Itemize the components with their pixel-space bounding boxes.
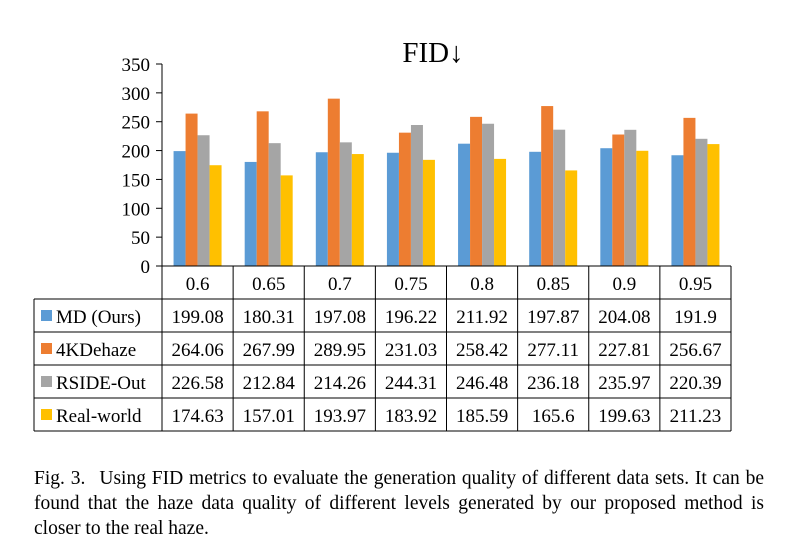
bar-4kdehaze-0.6 (185, 113, 198, 266)
table-cell-value: 185.59 (456, 406, 508, 427)
y-tick-label: 50 (131, 228, 150, 249)
y-tick-label: 350 (122, 55, 151, 76)
table-cell-value: 246.48 (456, 373, 508, 394)
bar-md-ours-0.7 (315, 152, 328, 266)
table-cell-value: 193.97 (314, 406, 366, 427)
y-tick-label: 100 (122, 199, 151, 220)
bar-4kdehaze-0.75 (398, 132, 411, 266)
bar-real-world-0.65 (280, 175, 293, 266)
table-cell-value: 196.22 (385, 307, 437, 328)
bar-real-world-0.7 (351, 154, 364, 266)
bar-md-ours-0.8 (458, 143, 471, 266)
y-tick-label: 200 (122, 142, 151, 163)
table-cell-value: 235.97 (598, 373, 650, 394)
fid-bar-chart: FID↓ 0 50 100 150 200 250 300 350 0.6 0.65 0.7 0.7… (33, 37, 732, 432)
table-cell-value: 199.63 (598, 406, 650, 427)
bar-real-world-0.9 (636, 150, 649, 266)
legend-swatch (41, 343, 52, 354)
figure-caption: Fig. 3. Using FID metrics to evaluate the… (34, 466, 764, 541)
y-tick-label: 250 (122, 113, 151, 134)
bar-4kdehaze-0.8 (470, 116, 483, 267)
x-category-label: 0.9 (612, 274, 636, 295)
bar-rside-out-0.9 (624, 129, 637, 266)
table-cell-value: 214.26 (314, 373, 366, 394)
bar-4kdehaze-0.7 (327, 98, 340, 266)
x-category-label: 0.65 (252, 274, 285, 295)
bar-md-ours-0.9 (600, 148, 613, 266)
bar-rside-out-0.75 (410, 124, 423, 266)
legend-label: 4KDehaze (56, 340, 136, 361)
table-cell-value: 197.08 (314, 307, 366, 328)
table-cell-value: 289.95 (314, 340, 366, 361)
x-category-label: 0.95 (679, 274, 712, 295)
table-cell-value: 258.42 (456, 340, 508, 361)
bar-md-ours-0.85 (529, 151, 542, 266)
x-category-label: 0.7 (328, 274, 352, 295)
table-cell-value: 183.92 (385, 406, 437, 427)
table-cell-value: 231.03 (385, 340, 437, 361)
legend-swatch (41, 409, 52, 420)
table-cell-value: 236.18 (527, 373, 579, 394)
bar-real-world-0.75 (422, 159, 435, 266)
table-cell-value: 211.92 (456, 307, 508, 328)
y-tick-label: 0 (141, 257, 151, 278)
bar-real-world-0.8 (494, 158, 507, 266)
table-cell-value: 204.08 (598, 307, 650, 328)
y-tick-label: 300 (122, 84, 151, 105)
legend-swatch (41, 310, 52, 321)
table-cell-value: 199.08 (171, 307, 223, 328)
table-cell-value: 174.63 (171, 406, 223, 427)
bar-real-world-0.95 (707, 144, 720, 266)
bar-md-ours-0.6 (173, 151, 186, 266)
legend-label: RSIDE-Out (56, 373, 146, 394)
table-cell-value: 211.23 (670, 406, 722, 427)
bar-rside-out-0.95 (695, 138, 708, 266)
table-cell-value: 227.81 (598, 340, 650, 361)
bar-4kdehaze-0.85 (541, 106, 554, 267)
table-cell-value: 226.58 (171, 373, 223, 394)
table-cell-value: 157.01 (243, 406, 295, 427)
x-category-label: 0.75 (394, 274, 427, 295)
figure-label: Fig. 3. (34, 468, 86, 489)
bar-rside-out-0.7 (339, 142, 352, 266)
table-cell-value: 212.84 (243, 373, 296, 394)
legend-label: MD (Ours) (56, 307, 141, 328)
caption-text: Using FID metrics to evaluate the genera… (34, 468, 764, 539)
y-axis: 0 50 100 150 200 250 300 350 (122, 55, 163, 278)
bar-real-world-0.85 (565, 170, 578, 266)
bar-4kdehaze-0.9 (612, 134, 625, 266)
table-cell-value: 220.39 (669, 373, 721, 394)
bars (173, 98, 720, 267)
legend-label: Real-world (56, 406, 142, 427)
bar-rside-out-0.8 (482, 123, 495, 267)
bar-md-ours-0.75 (386, 152, 399, 266)
y-tick-label: 150 (122, 170, 151, 191)
bar-4kdehaze-0.95 (683, 117, 696, 266)
bar-4kdehaze-0.65 (256, 111, 269, 266)
table-cell-value: 264.06 (171, 340, 223, 361)
table-cell-value: 244.31 (385, 373, 437, 394)
chart-title: FID↓ (402, 37, 463, 69)
bar-md-ours-0.65 (244, 161, 257, 266)
x-category-label: 0.6 (186, 274, 210, 295)
table-cell-value: 267.99 (243, 340, 295, 361)
legend-swatch (41, 376, 52, 387)
bar-rside-out-0.65 (268, 143, 281, 266)
table-cell-value: 277.11 (527, 340, 579, 361)
x-category-label: 0.85 (537, 274, 570, 295)
bar-rside-out-0.6 (197, 135, 210, 266)
table-cell-value: 165.6 (532, 406, 575, 427)
table-cell-value: 256.67 (669, 340, 721, 361)
bar-md-ours-0.95 (671, 155, 684, 266)
table-cell-value: 191.9 (674, 307, 717, 328)
bar-real-world-0.6 (209, 165, 222, 266)
bar-rside-out-0.85 (553, 129, 566, 266)
x-category-label: 0.8 (470, 274, 494, 295)
table-cell-value: 197.87 (527, 307, 579, 328)
data-table: 0.6 0.65 0.7 0.75 0.8 0.85 0.9 0.95 MD (Ours) 199… (33, 265, 732, 432)
table-cell-value: 180.31 (243, 307, 295, 328)
